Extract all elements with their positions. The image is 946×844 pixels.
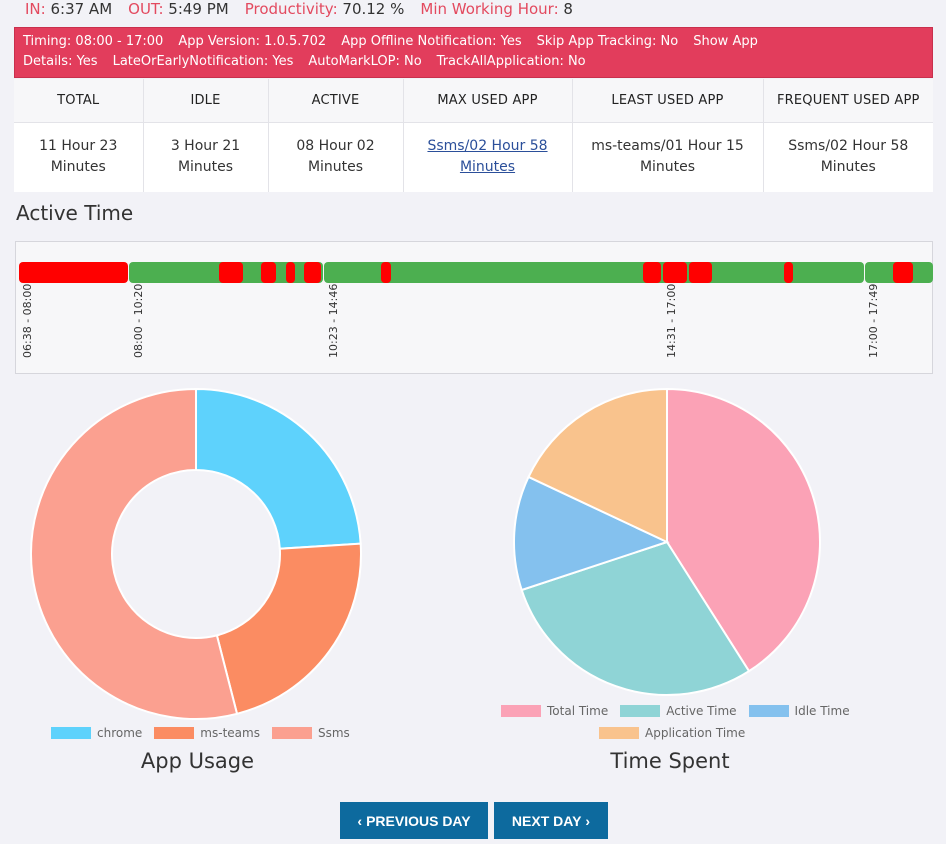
settings-banner: Timing: 08:00 - 17:00 App Version: 1.0.5.…: [14, 27, 933, 78]
timeline-segment-inactive[interactable]: [19, 262, 128, 283]
timeline-segment-inactive[interactable]: [689, 262, 712, 283]
timeline-segment-inactive[interactable]: [381, 262, 391, 283]
timeline-segment-inactive[interactable]: [286, 262, 295, 283]
skip-tracking-setting: Skip App Tracking: No: [536, 34, 679, 49]
time-spent-legend-row2: Application Time: [599, 726, 745, 740]
time-spent-title: Time Spent: [610, 749, 730, 773]
legend-label-application-time: Application Time: [645, 726, 746, 740]
next-day-button[interactable]: NEXT DAY ›: [494, 802, 608, 839]
timeline-segment-inactive[interactable]: [304, 262, 321, 283]
pie-slice-ssms[interactable]: [30, 388, 239, 720]
pie-slice-active-time[interactable]: [520, 540, 751, 696]
late-early-setting: LateOrEarlyNotification: Yes: [112, 54, 294, 69]
app-usage-chart: [30, 388, 362, 720]
chevron-left-icon: ‹: [357, 812, 363, 829]
previous-day-button[interactable]: ‹ PREVIOUS DAY: [340, 802, 488, 839]
legend-label-total-time: Total Time: [547, 704, 609, 718]
legend-label-active-time: Active Time: [666, 704, 737, 718]
timeline-label: 14:31 - 17:00: [665, 283, 678, 358]
time-spent-chart: [513, 388, 821, 696]
pie-slice-idle-time[interactable]: [513, 475, 670, 592]
productivity: Productivity: 70.12 %: [244, 0, 405, 18]
legend-swatch-active-time: [620, 705, 661, 717]
legend-swatch-ssms: [271, 727, 312, 739]
out-time: OUT: 5:49 PM: [128, 0, 229, 18]
legend-swatch-idle-time: [748, 705, 789, 717]
timeline-label: 10:23 - 14:46: [327, 283, 340, 358]
timing-setting: Timing: 08:00 - 17:00: [23, 34, 164, 49]
header-total: TOTAL: [14, 79, 144, 123]
timeline-segment-active[interactable]: [324, 262, 864, 283]
timeline-segment-inactive[interactable]: [643, 262, 661, 283]
legend-label-idle-time: Idle Time: [794, 704, 850, 718]
legend-label-chrome: chrome: [97, 726, 143, 740]
idle-value: 3 Hour 21 Minutes: [143, 122, 269, 192]
timeline-segment-inactive[interactable]: [663, 262, 687, 283]
timeline-label: 17:00 - 17:49: [867, 283, 880, 358]
active-time-title: Active Time: [16, 201, 134, 225]
app-usage-legend: chrome ms-teams Ssms: [51, 726, 350, 740]
pie-slice-application-time[interactable]: [527, 388, 668, 544]
min-working-hour: Min Working Hour: 8: [420, 0, 573, 18]
app-usage-title: App Usage: [140, 749, 255, 773]
chevron-right-icon: ›: [585, 812, 591, 829]
timeline-segment-inactive[interactable]: [893, 262, 913, 283]
header-active: ACTIVE: [268, 79, 404, 123]
header-max-used-app: MAX USED APP: [403, 79, 573, 123]
legend-swatch-total-time: [501, 705, 541, 717]
show-app-setting: Show App: [693, 34, 758, 49]
auto-mark-lop-setting: AutoMarkLOP: No: [308, 54, 422, 69]
in-time: IN: 6:37 AM: [25, 0, 113, 18]
active-time-timeline: 06:38 - 08:00 08:00 - 10:20 10:23 - 14:4…: [15, 241, 933, 374]
time-spent-legend: Total Time Active Time Idle Time: [501, 704, 850, 718]
table-row: 11 Hour 23 Minutes 3 Hour 21 Minutes 08 Ho…: [14, 122, 933, 192]
header-least-used-app: LEAST USED APP: [572, 79, 764, 123]
offline-notification-setting: App Offline Notification: Yes: [341, 34, 522, 49]
frequent-used-app-value: Ssms/02 Hour 58 Minutes: [788, 138, 909, 176]
usage-stats-table: TOTAL IDLE ACTIVE MAX USED APP LEAST USE…: [14, 79, 933, 192]
pie-slice-ms-teams[interactable]: [215, 542, 362, 716]
attendance-summary: IN: 6:37 AM OUT: 5:49 PM Productivity: 7…: [25, 0, 573, 20]
timeline-segment-inactive[interactable]: [219, 262, 243, 283]
legend-swatch-ms-teams: [154, 727, 195, 739]
legend-swatch-chrome: [51, 727, 91, 739]
pie-slice-chrome[interactable]: [195, 388, 362, 550]
legend-label-ssms: Ssms: [317, 726, 350, 740]
timeline-segment-inactive[interactable]: [261, 262, 276, 283]
max-used-app-link[interactable]: Ssms/02 Hour 58 Minutes: [427, 138, 548, 176]
header-frequent-used-app: FREQUENT USED APP: [763, 79, 933, 123]
app-version: App Version: 1.0.5.702: [178, 34, 327, 49]
legend-swatch-application-time: [599, 727, 639, 739]
track-all-setting: TrackAllApplication: No: [436, 54, 586, 69]
max-used-app-cell: Ssms/02 Hour 58 Minutes: [403, 122, 573, 192]
total-value: 11 Hour 23 Minutes: [14, 122, 144, 192]
timeline-segment-inactive[interactable]: [784, 262, 793, 283]
details-setting: Details: Yes: [23, 54, 98, 69]
table-header-row: TOTAL IDLE ACTIVE MAX USED APP LEAST USE…: [14, 79, 933, 123]
timeline-label: 06:38 - 08:00: [21, 283, 34, 358]
header-idle: IDLE: [143, 79, 269, 123]
legend-label-ms-teams: ms-teams: [200, 726, 260, 740]
timeline-label: 08:00 - 10:20: [132, 283, 145, 358]
least-used-app-value: ms-teams/01 Hour 15 Minutes: [572, 122, 764, 192]
active-value: 08 Hour 02 Minutes: [268, 122, 404, 192]
